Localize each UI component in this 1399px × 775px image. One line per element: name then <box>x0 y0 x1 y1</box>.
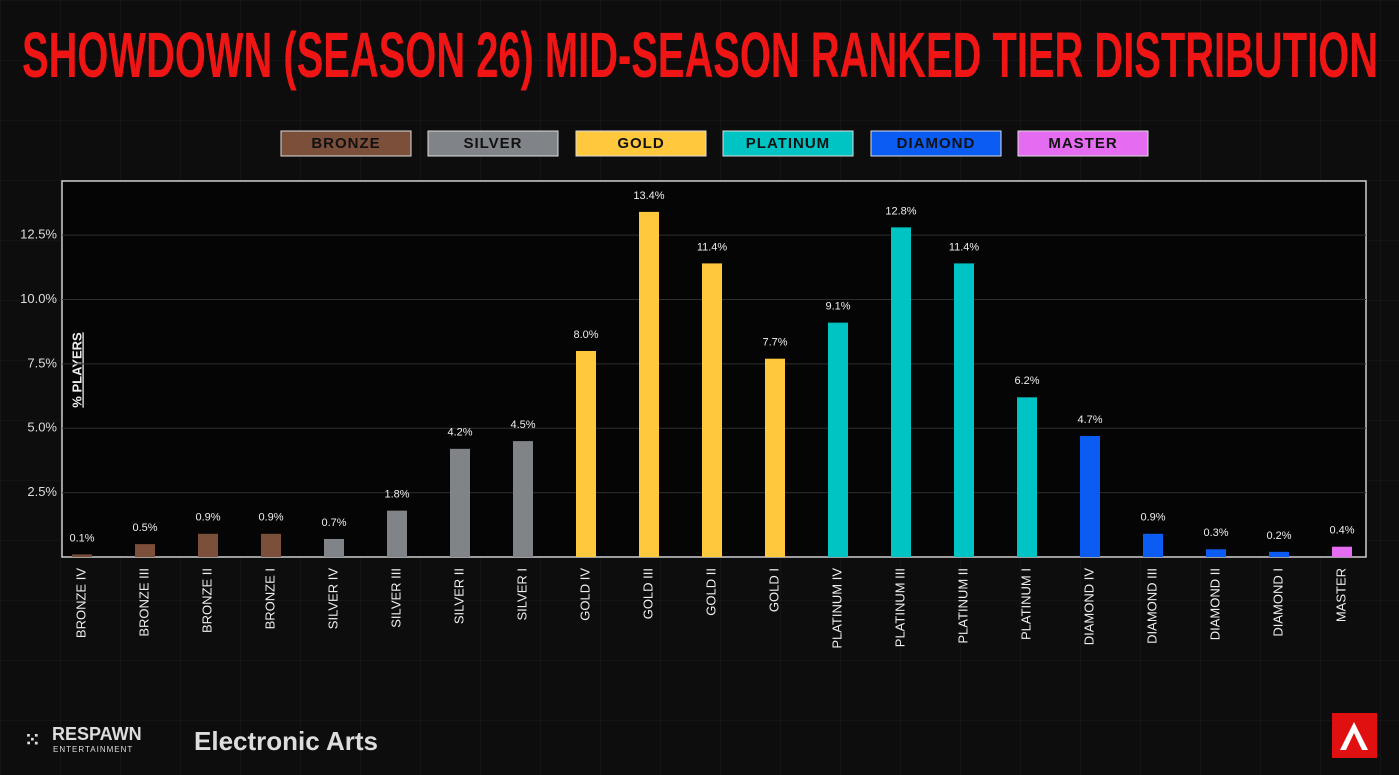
bar <box>261 533 281 557</box>
value-label: 0.3% <box>1203 527 1228 539</box>
x-tick-label: BRONZE I <box>262 568 277 629</box>
x-tick-label: MASTER <box>1333 568 1348 622</box>
bar <box>1332 546 1352 557</box>
bar <box>1080 435 1100 557</box>
value-label: 0.5% <box>132 522 157 534</box>
bar <box>198 533 218 557</box>
value-label: 0.9% <box>1140 512 1165 524</box>
bar <box>954 263 974 557</box>
x-tick-label: SILVER III <box>388 568 403 628</box>
x-tick-label: BRONZE III <box>136 568 151 637</box>
legend-label: SILVER <box>463 135 522 152</box>
legend-swatch <box>870 130 1002 157</box>
legend-label: DIAMOND <box>897 135 976 152</box>
value-label: 11.4% <box>949 241 980 253</box>
bar <box>324 538 344 557</box>
x-tick-label: PLATINUM I <box>1018 568 1033 640</box>
x-tick-label: DIAMOND IV <box>1081 568 1096 646</box>
bar <box>450 448 470 557</box>
value-label: 1.8% <box>384 489 409 501</box>
x-tick-label: BRONZE IV <box>73 568 88 638</box>
x-tick-label: GOLD III <box>640 568 655 619</box>
ea-logo: Electronic Arts <box>194 726 378 756</box>
x-tick-label: DIAMOND II <box>1207 568 1222 640</box>
legend-label: BRONZE <box>311 135 380 152</box>
value-label: 0.4% <box>1329 525 1354 537</box>
legend-label: PLATINUM <box>746 135 830 152</box>
value-label: 8.0% <box>573 329 598 341</box>
legend-swatch <box>1017 130 1149 157</box>
y-tick-label: 5.0% <box>27 420 57 435</box>
y-tick-label: 10.0% <box>20 291 57 306</box>
x-tick-label: GOLD II <box>703 568 718 616</box>
bar <box>702 263 722 557</box>
x-tick-label: SILVER I <box>514 568 529 621</box>
apex-logo <box>1332 713 1377 758</box>
y-tick-label: 2.5% <box>27 484 57 499</box>
bar <box>1143 533 1163 557</box>
value-label: 7.7% <box>762 337 787 349</box>
respawn-logo: RESPAWN <box>52 724 142 744</box>
y-tick-label: 7.5% <box>27 355 57 370</box>
bar <box>891 227 911 557</box>
value-label: 11.4% <box>697 241 728 253</box>
bar <box>72 554 92 557</box>
bar <box>1269 551 1289 557</box>
logo-icon: ⁙ <box>24 729 41 751</box>
apex-logo-mark <box>1340 722 1368 750</box>
legend-swatch <box>280 130 412 157</box>
bar <box>576 350 596 557</box>
bar <box>828 322 848 557</box>
bar <box>765 358 785 557</box>
x-tick-label: GOLD I <box>766 568 781 612</box>
x-tick-label: DIAMOND III <box>1144 568 1159 644</box>
value-label: 4.5% <box>510 419 535 431</box>
x-tick-label: PLATINUM IV <box>829 568 844 649</box>
respawn-subtitle: ENTERTAINMENT <box>53 745 133 754</box>
x-tick-label: PLATINUM III <box>892 568 907 647</box>
value-label: 4.7% <box>1077 414 1102 426</box>
legend-label: MASTER <box>1048 135 1117 152</box>
bar <box>1017 397 1037 557</box>
legend-swatch <box>427 130 559 157</box>
x-tick-label: SILVER IV <box>325 568 340 630</box>
bar <box>1206 549 1226 557</box>
bar <box>513 441 533 557</box>
x-tick-label: SILVER II <box>451 568 466 624</box>
x-tick-label: DIAMOND I <box>1270 568 1285 637</box>
x-tick-label: PLATINUM II <box>955 568 970 644</box>
value-label: 4.2% <box>447 427 472 439</box>
x-tick-label: BRONZE II <box>199 568 214 633</box>
value-label: 0.9% <box>195 512 220 524</box>
legend-label: GOLD <box>617 135 664 152</box>
bar <box>135 544 155 557</box>
bar <box>387 510 407 557</box>
value-label: 13.4% <box>633 190 664 202</box>
y-axis-label: % PLAYERS <box>69 332 84 408</box>
value-label: 9.1% <box>825 301 850 313</box>
x-tick-label: GOLD IV <box>577 568 592 621</box>
value-label: 0.2% <box>1266 530 1291 542</box>
value-label: 0.1% <box>69 532 94 544</box>
value-label: 12.8% <box>885 205 916 217</box>
bar <box>639 211 659 557</box>
value-label: 6.2% <box>1014 375 1039 387</box>
chart-title: SHOWDOWN (SEASON 26) MID-SEASON RANKED T… <box>22 19 1378 91</box>
legend-swatch <box>722 130 854 157</box>
y-tick-label: 12.5% <box>20 227 57 242</box>
legend-swatch <box>575 130 707 157</box>
value-label: 0.9% <box>258 512 283 524</box>
value-label: 0.7% <box>321 517 346 529</box>
